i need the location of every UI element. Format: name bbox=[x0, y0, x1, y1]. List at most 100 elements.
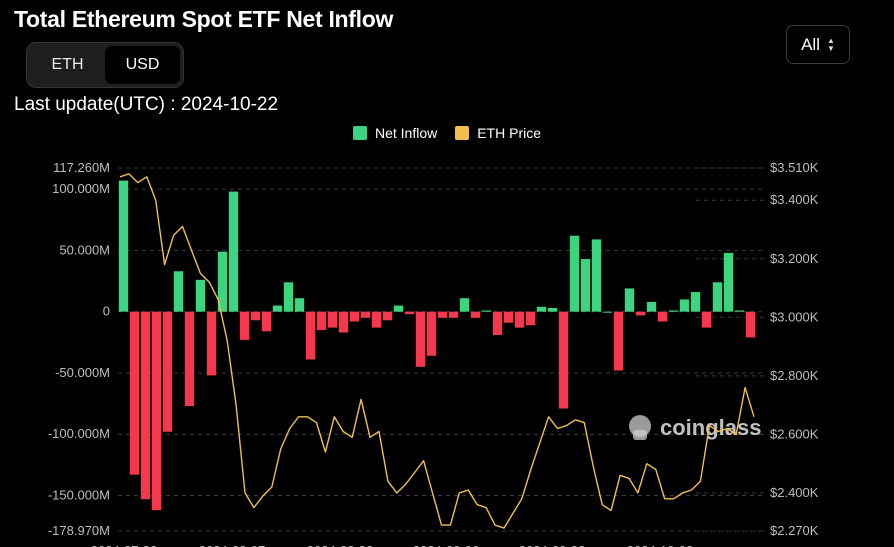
x-axis-tick-label: 2024-10-08 bbox=[627, 543, 694, 547]
inflow-bar bbox=[404, 311, 415, 315]
inflow-bar bbox=[525, 311, 536, 326]
legend-label-net-inflow: Net Inflow bbox=[374, 125, 438, 141]
inflow-bar bbox=[668, 310, 679, 312]
inflow-bar bbox=[305, 311, 316, 360]
inflow-bar bbox=[184, 311, 195, 407]
left-axis-tick-label: 100.000M bbox=[52, 181, 110, 196]
currency-toggle: ETH USD bbox=[26, 42, 184, 88]
up-down-chevron-icon: ▲ ▼ bbox=[826, 35, 835, 53]
inflow-bar bbox=[250, 311, 261, 321]
inflow-bar bbox=[657, 311, 668, 322]
page-title: Total Ethereum Spot ETF Net Inflow bbox=[14, 6, 394, 32]
inflow-bar bbox=[745, 311, 756, 338]
inflow-bar bbox=[470, 311, 481, 318]
coinglass-watermark: coinglass bbox=[660, 415, 761, 440]
inflow-bar bbox=[723, 252, 734, 312]
inflow-bar bbox=[613, 311, 624, 371]
last-update-text: Last update(UTC) : 2024-10-22 bbox=[14, 94, 279, 115]
x-axis-tick-label: 2024-08-22 bbox=[307, 543, 374, 547]
legend-item-eth-price[interactable]: ETH Price bbox=[455, 125, 541, 141]
inflow-bar bbox=[393, 305, 404, 312]
left-axis-tick-label: 0 bbox=[103, 304, 110, 319]
inflow-bar bbox=[228, 191, 239, 312]
inflow-bar bbox=[371, 311, 382, 328]
inflow-bar bbox=[558, 311, 569, 409]
left-axis-tick-label: -100.000M bbox=[48, 426, 110, 441]
inflow-bar bbox=[261, 311, 272, 332]
x-axis-tick-label: 2024-09-23 bbox=[519, 543, 586, 547]
inflow-bar bbox=[448, 311, 459, 318]
inflow-bar bbox=[140, 311, 151, 500]
inflow-bar bbox=[690, 292, 701, 312]
inflow-bar bbox=[624, 288, 635, 312]
inflow-bar bbox=[239, 311, 250, 340]
inflow-bar bbox=[514, 311, 525, 328]
legend-swatch-net-inflow bbox=[352, 126, 367, 140]
legend: Net Inflow ETH Price bbox=[0, 125, 894, 141]
left-axis-tick-label: -50.000M bbox=[55, 365, 110, 380]
inflow-bar bbox=[437, 311, 448, 318]
inflow-bar bbox=[162, 311, 173, 432]
inflow-bar bbox=[569, 235, 580, 312]
inflow-bar bbox=[492, 311, 503, 335]
inflow-bar bbox=[503, 311, 514, 323]
inflow-bar bbox=[173, 271, 184, 312]
inflow-bar bbox=[283, 282, 294, 312]
legend-item-net-inflow[interactable]: Net Inflow bbox=[352, 125, 438, 141]
right-axis-tick-label: $2.600K bbox=[770, 426, 819, 441]
right-axis-tick-label: $3.200K bbox=[770, 251, 819, 266]
inflow-bar bbox=[536, 306, 547, 312]
inflow-bar bbox=[712, 282, 723, 312]
inflow-bar bbox=[415, 311, 426, 367]
left-axis-tick-label: 117.260M bbox=[53, 160, 110, 175]
legend-swatch-eth-price bbox=[455, 126, 470, 140]
coinglass-logo-icon-base bbox=[633, 430, 647, 440]
inflow-bar bbox=[734, 310, 745, 312]
range-select[interactable]: All ▲ ▼ bbox=[786, 25, 850, 64]
x-axis-tick-label: 2024-07-23 bbox=[91, 543, 158, 547]
toggle-usd-button[interactable]: USD bbox=[105, 46, 180, 84]
toggle-eth-button[interactable]: ETH bbox=[51, 56, 84, 73]
inflow-bar bbox=[360, 311, 371, 318]
inflow-bar bbox=[591, 239, 602, 312]
right-axis-tick-label: $3.400K bbox=[770, 192, 819, 207]
inflow-bar bbox=[294, 298, 305, 312]
range-select-value: All bbox=[801, 34, 820, 54]
x-axis-tick-label: 2024-08-07 bbox=[199, 543, 266, 547]
inflow-bar bbox=[118, 180, 129, 312]
inflow-bar bbox=[195, 279, 206, 312]
inflow-bar bbox=[217, 251, 228, 312]
inflow-bar bbox=[316, 311, 327, 331]
right-axis-tick-label: $2.800K bbox=[770, 368, 819, 383]
left-axis-tick-label: -178.970M bbox=[48, 523, 110, 538]
inflow-bar bbox=[635, 311, 646, 316]
inflow-bar bbox=[679, 299, 690, 312]
inflow-bar bbox=[701, 311, 712, 328]
left-axis-tick-label: 50.000M bbox=[59, 242, 110, 257]
inflow-bar bbox=[382, 311, 393, 321]
inflow-bar bbox=[547, 308, 558, 312]
legend-label-eth-price: ETH Price bbox=[477, 125, 542, 141]
right-axis-tick-label: $2.400K bbox=[770, 485, 819, 500]
inflow-bar bbox=[206, 311, 217, 376]
inflow-bar bbox=[602, 311, 613, 313]
inflow-bar bbox=[129, 311, 140, 475]
inflow-bar bbox=[349, 311, 360, 322]
x-axis-tick-label: 2024-09-06 bbox=[413, 543, 480, 547]
inflow-bar bbox=[481, 310, 492, 312]
inflow-bar bbox=[151, 311, 162, 511]
inflow-bar bbox=[646, 301, 657, 312]
inflow-bar bbox=[338, 311, 349, 333]
right-axis-tick-label: $3.510K bbox=[770, 160, 819, 175]
right-axis-tick-label: $2.270K bbox=[770, 523, 819, 538]
left-axis-tick-label: -150.000M bbox=[48, 488, 110, 503]
inflow-bar bbox=[327, 311, 338, 328]
inflow-bar bbox=[426, 311, 437, 356]
inflow-bar bbox=[459, 298, 470, 312]
right-axis-tick-label: $3.000K bbox=[770, 309, 819, 324]
inflow-bar bbox=[580, 258, 591, 312]
eth-price-line bbox=[119, 173, 755, 529]
inflow-bar bbox=[272, 305, 283, 312]
